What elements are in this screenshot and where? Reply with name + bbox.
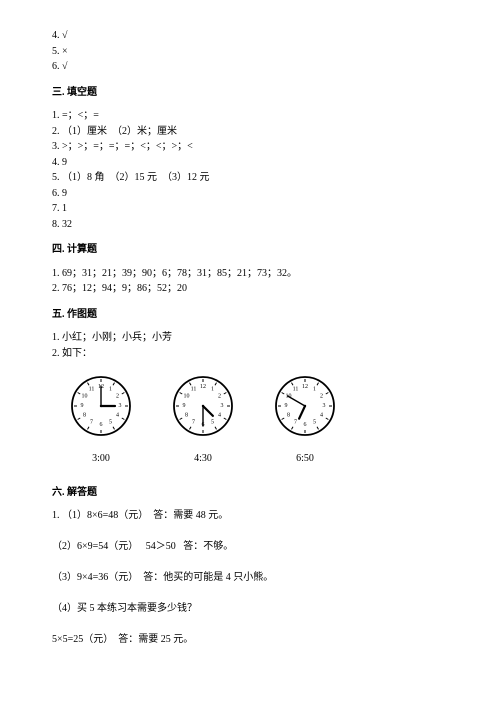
clock-row: 123456789101112 3:00 123456789101112 4:3… [70, 375, 448, 467]
answer-line: 2. 如下： [52, 346, 448, 362]
answer-line: 1. （1）8×6=48（元） 答：需要 48 元。 [52, 508, 448, 524]
svg-text:3: 3 [119, 403, 122, 409]
svg-text:11: 11 [89, 387, 95, 393]
svg-text:6: 6 [304, 422, 307, 428]
answer-line: 1. 小红；小刚；小兵；小芳 [52, 330, 448, 346]
answer-line: 8. 32 [52, 217, 448, 233]
svg-text:9: 9 [285, 403, 288, 409]
svg-text:12: 12 [200, 384, 206, 390]
clock-face: 123456789101112 [274, 375, 336, 437]
svg-text:4: 4 [116, 413, 119, 419]
svg-text:9: 9 [81, 403, 84, 409]
answer-line: 2. （1）厘米 （2）米；厘米 [52, 124, 448, 140]
svg-text:2: 2 [320, 394, 323, 400]
clock-label: 3:00 [92, 451, 110, 467]
answer-line: 4. √ [52, 28, 448, 44]
clock-block: 123456789101112 4:30 [172, 375, 234, 467]
svg-text:8: 8 [83, 413, 86, 419]
answer-line: （2）6×9=54（元） 54＞50 答：不够。 [52, 539, 448, 555]
svg-text:10: 10 [82, 394, 88, 400]
svg-text:3: 3 [221, 403, 224, 409]
clock-label: 4:30 [194, 451, 212, 467]
svg-text:5: 5 [109, 419, 112, 425]
clock-block: 123456789101112 6:50 [274, 375, 336, 467]
svg-text:2: 2 [218, 394, 221, 400]
answer-line: 1. 69；31；21；39；90；6；78；31；85；21；73；32。 [52, 266, 448, 282]
answer-line: 5. × [52, 44, 448, 60]
svg-text:4: 4 [218, 413, 221, 419]
svg-text:1: 1 [313, 387, 316, 393]
svg-text:5: 5 [313, 419, 316, 425]
answer-line: （3）9×4=36（元） 答：他买的可能是 4 只小熊。 [52, 570, 448, 586]
section-6-title: 六. 解答题 [52, 485, 448, 501]
section-4-title: 四. 计算题 [52, 242, 448, 258]
answer-line: 3. >；>；=；=；=；<；<；>；< [52, 139, 448, 155]
answer-line: 6. √ [52, 59, 448, 75]
answer-line: （4）买 5 本练习本需要多少钱？ [52, 601, 448, 617]
answer-line: 5. （1）8 角 （2）15 元 （3）12 元 [52, 170, 448, 186]
section-3-title: 三. 填空题 [52, 85, 448, 101]
answer-line: 5×5=25（元） 答：需要 25 元。 [52, 632, 448, 648]
answer-line [52, 586, 448, 602]
clock-label: 6:50 [296, 451, 314, 467]
svg-text:8: 8 [287, 413, 290, 419]
svg-text:11: 11 [191, 387, 197, 393]
answer-line: 6. 9 [52, 186, 448, 202]
section-5-title: 五. 作图题 [52, 307, 448, 323]
answer-line: 7. 1 [52, 201, 448, 217]
clock-block: 123456789101112 3:00 [70, 375, 132, 467]
svg-text:11: 11 [293, 387, 299, 393]
svg-text:12: 12 [302, 384, 308, 390]
svg-text:4: 4 [320, 413, 323, 419]
svg-text:1: 1 [211, 387, 214, 393]
svg-text:1: 1 [109, 387, 112, 393]
svg-text:6: 6 [100, 422, 103, 428]
svg-text:9: 9 [183, 403, 186, 409]
svg-text:7: 7 [294, 419, 297, 425]
answer-line [52, 617, 448, 633]
svg-text:5: 5 [211, 419, 214, 425]
clock-face: 123456789101112 [172, 375, 234, 437]
svg-text:10: 10 [184, 394, 190, 400]
svg-text:7: 7 [90, 419, 93, 425]
svg-text:7: 7 [192, 419, 195, 425]
answer-line: 4. 9 [52, 155, 448, 171]
answer-line: 2. 76；12；94；9；86；52；20 [52, 281, 448, 297]
svg-text:2: 2 [116, 394, 119, 400]
answer-line [52, 524, 448, 540]
answer-line [52, 555, 448, 571]
clock-face: 123456789101112 [70, 375, 132, 437]
svg-text:8: 8 [185, 413, 188, 419]
svg-text:3: 3 [323, 403, 326, 409]
answer-line: 1. =；<；= [52, 108, 448, 124]
